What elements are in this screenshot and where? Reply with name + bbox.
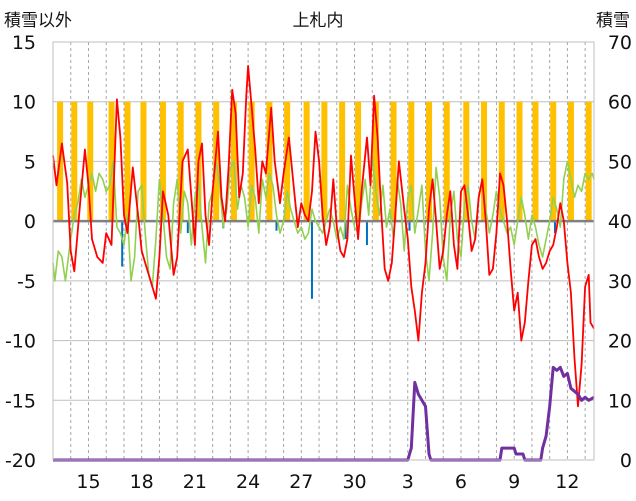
right-y-tick-label: 70: [608, 32, 632, 54]
left-y-tick-label: 0: [24, 211, 36, 233]
x-tick-label: 9: [508, 471, 520, 493]
left-y-tick-label: -15: [5, 390, 36, 412]
x-tick-labels: 15 18 21 24 27 30 3 6 9 12: [76, 471, 579, 493]
x-tick-label: 30: [342, 471, 366, 493]
yellow-bar: [532, 101, 539, 222]
blue-bar: [275, 221, 278, 231]
purple-snow-line-series: [53, 365, 595, 462]
yellow-bar: [248, 101, 255, 222]
yellow-bar: [372, 101, 379, 222]
x-tick-label: 18: [130, 471, 154, 493]
right-axis-label: 積雪: [596, 11, 630, 31]
chart-title: 上札内: [292, 11, 344, 31]
yellow-bar: [177, 101, 184, 222]
blue-bar: [408, 221, 411, 231]
yellow-bar: [108, 101, 115, 222]
right-y-tick-label: 40: [608, 211, 632, 233]
yellow-bar: [463, 101, 470, 222]
left-y-tick-label: -20: [5, 450, 36, 472]
x-tick-label: 3: [402, 471, 414, 493]
yellow-bar: [339, 101, 346, 222]
x-tick-label: 15: [76, 471, 100, 493]
left-y-tick-label: 15: [12, 32, 36, 54]
blue-bar: [365, 221, 368, 246]
yellow-bar: [585, 101, 592, 222]
plot-frame: [52, 41, 595, 461]
x-tick-label: 6: [455, 471, 467, 493]
blue-bar: [553, 221, 556, 234]
yellow-bar: [266, 101, 273, 222]
left-y-tick-label: 5: [24, 151, 36, 173]
x-tick-label: 24: [236, 471, 260, 493]
blue-bar: [344, 221, 347, 240]
right-y-tick-labels: 70 60 50 40 30 20 10 0: [608, 32, 632, 472]
blue-bar: [121, 221, 124, 267]
left-axis-label: 積雪以外: [4, 11, 72, 31]
yellow-bar: [390, 101, 397, 222]
yellow-bar-series: [57, 101, 592, 222]
x-tick-label: 21: [183, 471, 207, 493]
right-y-tick-label: 50: [608, 151, 632, 173]
yellow-bar: [355, 101, 362, 222]
blue-bar: [186, 221, 189, 234]
yellow-bar: [426, 101, 433, 222]
right-y-tick-label: 0: [620, 450, 632, 472]
x-tick-label: 27: [289, 471, 313, 493]
yellow-bar: [140, 101, 147, 222]
yellow-bar: [498, 101, 505, 222]
yellow-bar: [408, 101, 415, 222]
yellow-bar: [443, 101, 450, 222]
yellow-bar: [87, 101, 94, 222]
left-y-tick-labels: 15 10 5 0 -5 -10 -15 -20: [5, 32, 36, 472]
right-y-tick-label: 20: [608, 331, 632, 353]
right-y-tick-label: 60: [608, 92, 632, 114]
yellow-bar: [303, 101, 310, 222]
right-y-tick-label: 30: [608, 271, 632, 293]
blue-bar: [310, 221, 313, 299]
yellow-bar: [284, 101, 291, 222]
yellow-bar: [567, 101, 574, 222]
left-y-tick-label: -5: [17, 271, 36, 293]
x-tick-label: 12: [555, 471, 579, 493]
red-line-series: [52, 65, 595, 408]
yellow-bar: [71, 101, 78, 222]
yellow-bar: [159, 101, 166, 222]
right-y-tick-label: 10: [608, 390, 632, 412]
left-y-tick-label: 10: [12, 92, 36, 114]
yellow-bar: [124, 101, 131, 222]
yellow-bar: [481, 101, 488, 222]
yellow-bar: [550, 101, 557, 222]
yellow-bar: [321, 101, 328, 222]
yellow-bar: [516, 101, 523, 222]
left-y-tick-label: -10: [5, 331, 36, 353]
